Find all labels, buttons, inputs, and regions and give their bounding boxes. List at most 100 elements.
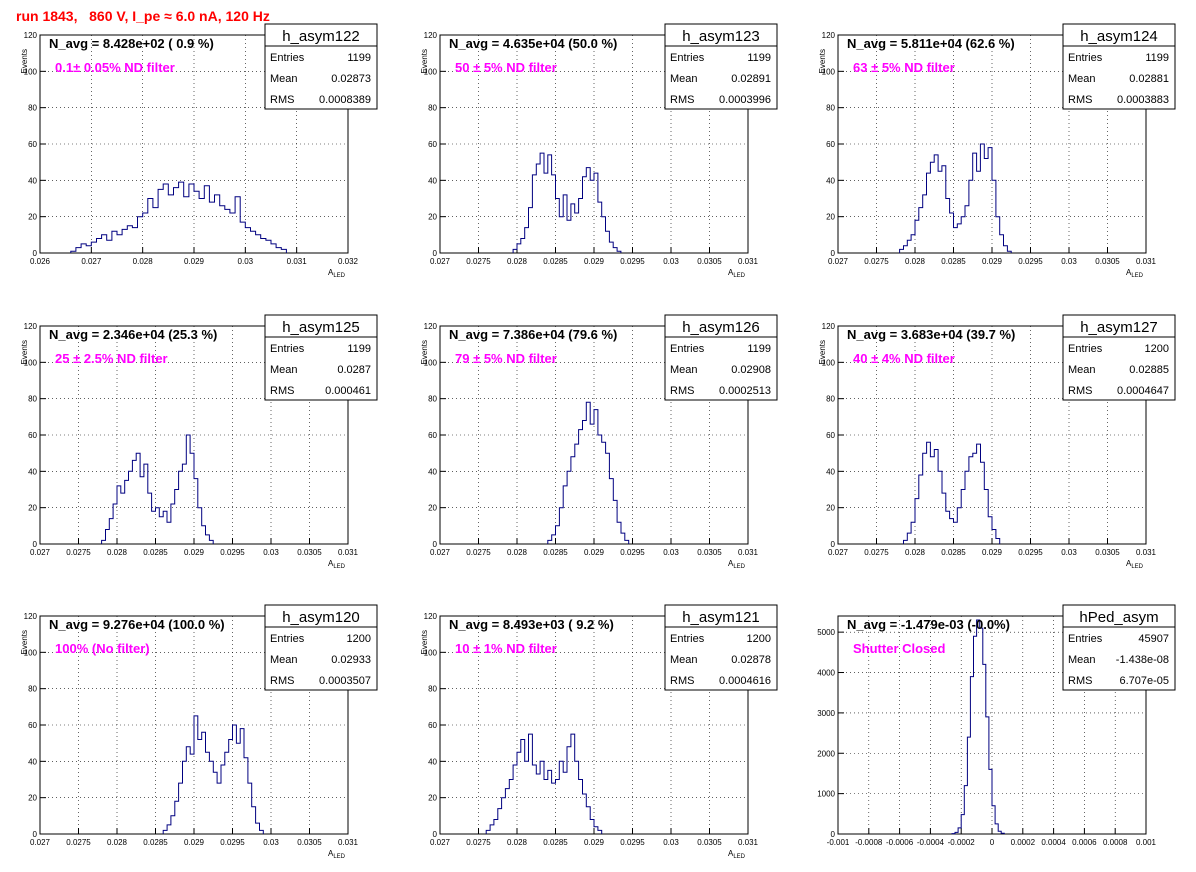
- x-tick-label: 0.0285: [543, 257, 568, 266]
- histogram-panel-h_asym123: 0.027 0.0275 0.028 0.0285 0.029 0.0295 0.03 0.0…: [420, 23, 778, 279]
- stats-value: 0.02873: [331, 73, 371, 85]
- y-tick-label: 3000: [817, 709, 835, 718]
- y-tick-label: 120: [24, 31, 38, 40]
- x-tick-label: 0.0008: [1103, 838, 1128, 847]
- y-tick-label: 60: [428, 431, 437, 440]
- stats-value: 0.0003883: [1117, 94, 1169, 106]
- y-tick-label: 0: [831, 249, 836, 258]
- histogram-panel-h_asym126: 0.027 0.0275 0.028 0.0285 0.029 0.0295 0.03 0.0…: [420, 314, 778, 570]
- stats-label: RMS: [1068, 675, 1092, 687]
- stats-histogram-name: h_asym120: [282, 609, 360, 626]
- navg-label: N_avg = 9.276e+04 (100.0 %): [49, 617, 225, 632]
- y-tick-label: 20: [28, 504, 37, 513]
- x-tick-label: 0.0305: [697, 548, 722, 557]
- y-tick-label: 60: [28, 140, 37, 149]
- navg-label: N_avg = 7.386e+04 (79.6 %): [449, 327, 617, 342]
- y-tick-label: 120: [822, 322, 836, 331]
- canvas-title: run 1843, 860 V, I_pe ≈ 6.0 nA, 120 Hz: [16, 8, 270, 24]
- filter-note: 100% (No filter): [55, 641, 150, 656]
- x-tick-label: 0.031: [338, 548, 359, 557]
- x-tick-label: 0.0004: [1041, 838, 1066, 847]
- y-tick-label: 100: [24, 67, 38, 76]
- y-axis-label: Events: [20, 630, 29, 654]
- y-tick-label: 80: [428, 685, 437, 694]
- stats-label: Mean: [1068, 364, 1096, 376]
- stats-values-box: [1062, 336, 1176, 401]
- x-tick-label: 0.028: [507, 257, 528, 266]
- x-tick-label: 0.0275: [864, 257, 889, 266]
- y-tick-label: 100: [822, 358, 836, 367]
- histogram-line: [162, 715, 264, 834]
- stats-label: Mean: [270, 654, 298, 666]
- x-axis-label: ALED: [728, 268, 746, 279]
- y-axis-label: Events: [420, 340, 429, 364]
- stats-box: h_asym123 Entries 1199 Mean 0.02891 RMS 0.0003…: [664, 23, 778, 110]
- x-tick-label: 0.0275: [864, 548, 889, 557]
- stats-values-box: [1062, 45, 1176, 110]
- x-tick-label: 0.031: [738, 838, 759, 847]
- y-tick-label: 0: [33, 540, 38, 549]
- x-tick-label: 0.0295: [1018, 257, 1043, 266]
- histogram-panel-h_asym124: 0.027 0.0275 0.028 0.0285 0.029 0.0295 0.03 0.0…: [818, 23, 1176, 279]
- x-tick-label: 0.029: [982, 257, 1003, 266]
- filter-note: 79 ± 5% ND filter: [455, 351, 557, 366]
- x-tick-label: -0.0008: [855, 838, 883, 847]
- y-tick-label: 100: [822, 67, 836, 76]
- stats-box: h_asym125 Entries 1199 Mean 0.0287 RMS 0.00046…: [264, 314, 378, 401]
- y-tick-label: 0: [33, 830, 38, 839]
- y-tick-label: 40: [428, 467, 437, 476]
- stats-box: h_asym124 Entries 1199 Mean 0.02881 RMS 0.0003…: [1062, 23, 1176, 110]
- x-tick-label: 0.032: [338, 257, 359, 266]
- y-axis-label: Events: [20, 49, 29, 73]
- x-tick-label: 0.0305: [1095, 548, 1120, 557]
- x-tick-label: 0.0275: [66, 548, 91, 557]
- stats-value: -1.438e-08: [1116, 654, 1169, 666]
- navg-label: N_avg = 8.428e+02 ( 0.9 %): [49, 36, 214, 51]
- stats-value: 0.0008389: [319, 94, 371, 106]
- x-tick-label: 0.031: [338, 838, 359, 847]
- x-tick-label: 0.027: [430, 838, 451, 847]
- navg-label: N_avg = 5.811e+04 (62.6 %): [847, 36, 1015, 51]
- navg-label: N_avg = 3.683e+04 (39.7 %): [847, 327, 1015, 342]
- x-tick-label: 0.028: [905, 548, 926, 557]
- x-tick-label: 0.029: [184, 838, 205, 847]
- histogram-panel-h_asym120: 0.027 0.0275 0.028 0.0285 0.029 0.0295 0.03 0.0…: [20, 604, 378, 860]
- stats-label: Entries: [1068, 343, 1103, 355]
- x-tick-label: 0.031: [1136, 548, 1157, 557]
- y-tick-label: 60: [826, 140, 835, 149]
- histogram-panel-h_asym125: 0.027 0.0275 0.028 0.0285 0.029 0.0295 0.03 0.0…: [20, 314, 378, 570]
- x-tick-label: 0.0275: [466, 257, 491, 266]
- stats-value: 1200: [747, 633, 771, 645]
- x-tick-label: 0.0006: [1072, 838, 1097, 847]
- y-tick-label: 0: [33, 249, 38, 258]
- x-tick-label: 0.028: [133, 257, 154, 266]
- y-tick-label: 100: [24, 648, 38, 657]
- stats-value: 0.0002513: [719, 385, 771, 397]
- stats-value: 0.02933: [331, 654, 371, 666]
- stats-value: 0.02885: [1129, 364, 1169, 376]
- stats-histogram-name: h_asym123: [682, 28, 760, 45]
- x-tick-label: 0.027: [430, 548, 451, 557]
- stats-label: Mean: [1068, 73, 1096, 85]
- y-tick-label: 0: [433, 830, 438, 839]
- x-tick-label: 0.027: [30, 838, 51, 847]
- stats-label: RMS: [670, 94, 694, 106]
- y-tick-label: 80: [28, 104, 37, 113]
- stats-box: h_asym122 Entries 1199 Mean 0.02873 RMS 0.0008…: [264, 23, 378, 110]
- stats-values-box: [664, 626, 778, 691]
- x-tick-label: 0.027: [30, 548, 51, 557]
- stats-label: RMS: [270, 675, 294, 687]
- x-tick-label: 0.0295: [1018, 548, 1043, 557]
- y-axis-label: Events: [420, 49, 429, 73]
- x-tick-label: 0.03: [238, 257, 254, 266]
- stats-values-box: [264, 336, 378, 401]
- y-tick-label: 40: [826, 176, 835, 185]
- x-tick-label: 0.031: [738, 257, 759, 266]
- stats-value: 1199: [747, 343, 771, 355]
- x-axis-label: ALED: [328, 268, 346, 279]
- x-tick-label: 0.029: [584, 257, 605, 266]
- filter-note: 50 ± 5% ND filter: [455, 60, 557, 75]
- stats-value: 0.0004647: [1117, 385, 1169, 397]
- x-tick-label: 0.0295: [220, 548, 245, 557]
- stats-box: h_asym121 Entries 1200 Mean 0.02878 RMS 0.0004…: [664, 604, 778, 691]
